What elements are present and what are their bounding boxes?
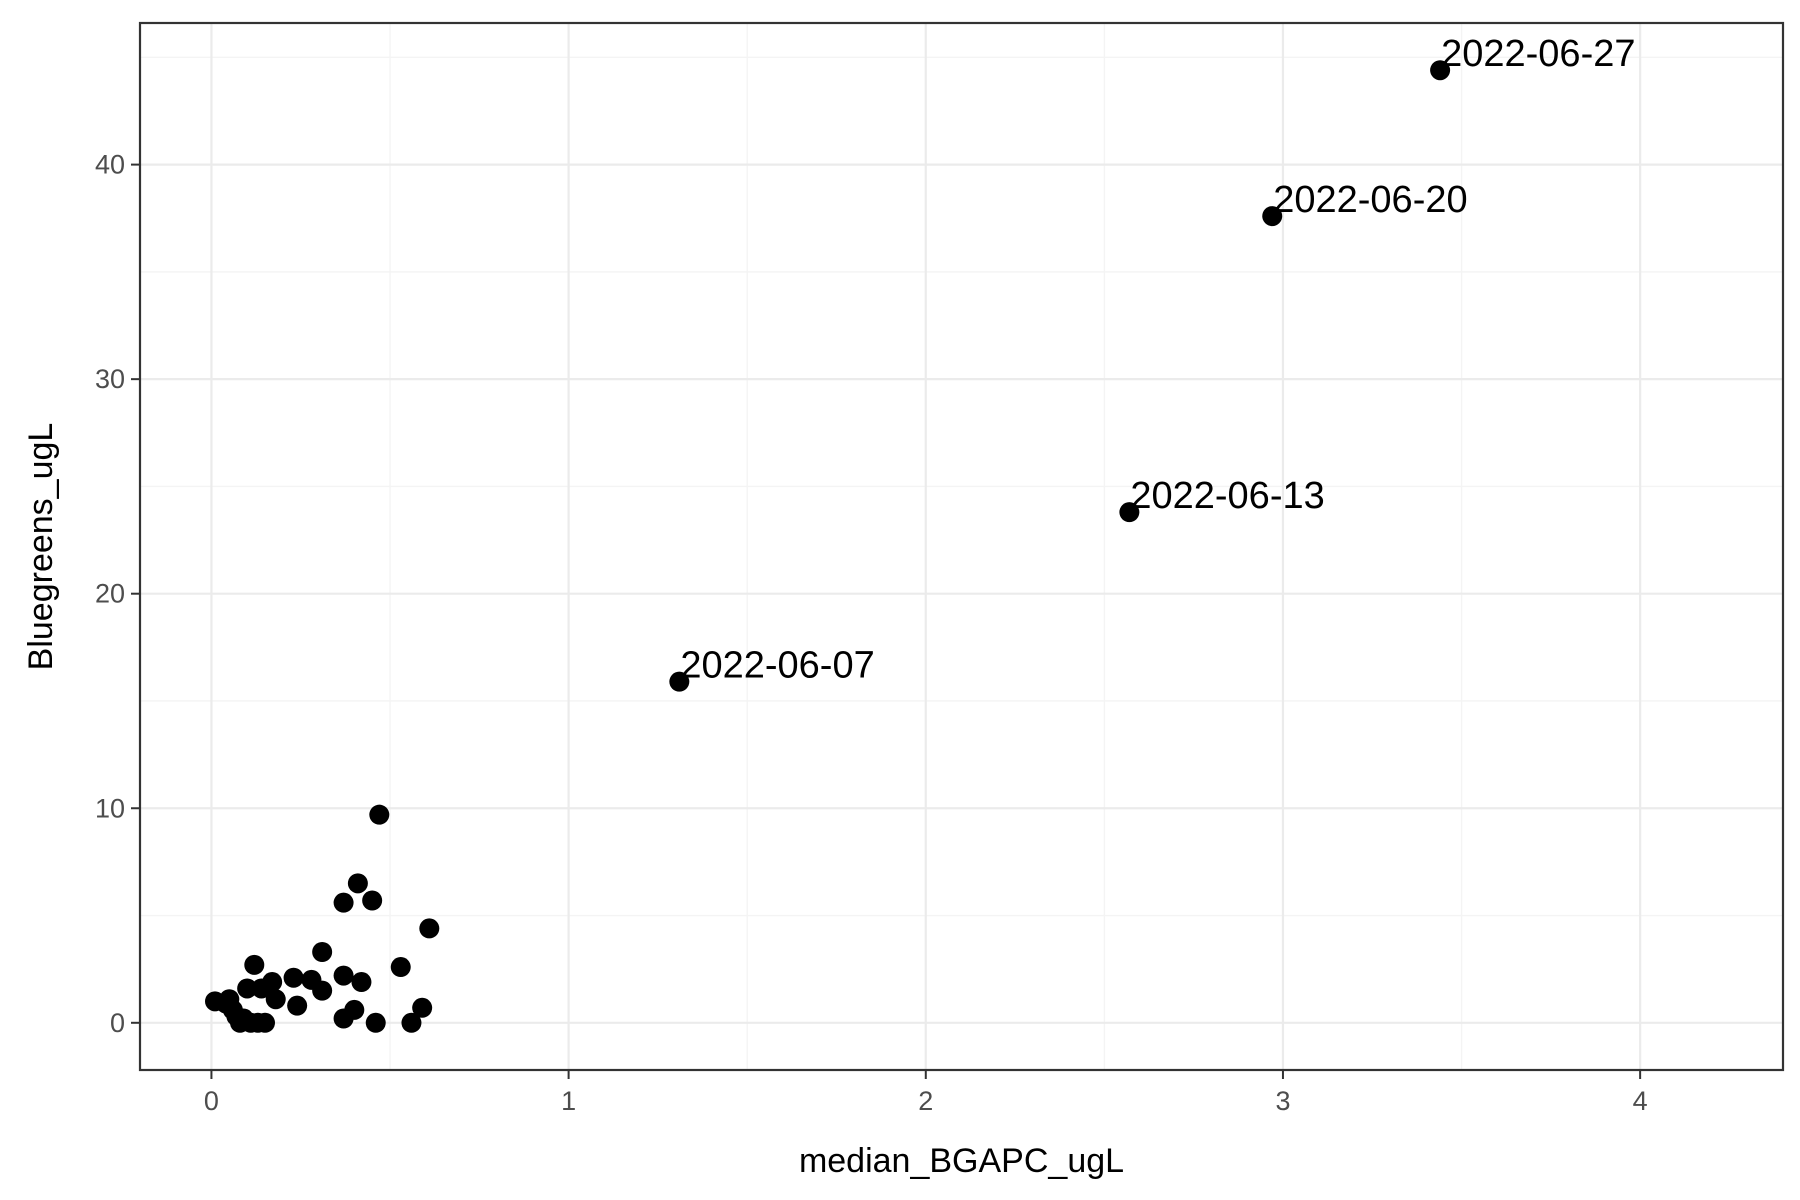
data-point [419,918,440,939]
data-point [1262,206,1283,227]
data-point [412,997,433,1018]
x-axis-ticks: 0 1 2 3 4 [204,1070,1648,1116]
data-point [312,980,333,1001]
point-label: 2022-06-27 [1441,33,1635,75]
data-point [244,954,265,975]
data-point [1430,60,1451,81]
x-tick-label: 0 [204,1086,219,1116]
data-point [312,941,333,962]
data-point [237,978,258,999]
major-gridlines [140,23,1783,1070]
data-point [365,1012,386,1033]
minor-gridlines [140,23,1783,1070]
data-point [362,890,383,911]
data-point [283,967,304,988]
y-axis-ticks: 0 10 20 30 40 [95,150,140,1038]
y-tick-label: 20 [95,579,125,609]
data-point [1119,502,1140,523]
data-point [265,989,286,1010]
point-label: 2022-06-13 [1130,475,1324,517]
data-point [401,1012,422,1033]
point-label: 2022-06-20 [1273,179,1467,221]
y-tick-label: 10 [95,793,125,823]
panel-border [138,21,1785,1072]
point-label: 2022-06-07 [680,645,874,687]
x-tick-label: 4 [1633,1086,1648,1116]
data-point [351,972,372,993]
data-point [669,671,690,692]
y-axis-title: Bluegreens_ugL [22,423,60,671]
data-point [369,804,390,825]
data-point [262,972,283,993]
data-point [333,965,354,986]
point-labels: 2022-06-07 2022-06-13 2022-06-20 2022-06-27 [680,33,1635,686]
x-axis-title: median_BGAPC_ugL [799,1142,1124,1180]
y-tick-label: 30 [95,364,125,394]
data-point [347,873,368,894]
data-point [333,892,354,913]
data-point [390,957,411,978]
x-tick-label: 1 [561,1086,576,1116]
data-point [255,1012,276,1033]
data-points [205,60,1451,1033]
data-point [344,999,365,1020]
y-tick-label: 0 [110,1008,125,1038]
y-tick-label: 40 [95,150,125,180]
data-point [287,995,308,1016]
x-tick-label: 2 [918,1086,933,1116]
x-tick-label: 3 [1275,1086,1290,1116]
